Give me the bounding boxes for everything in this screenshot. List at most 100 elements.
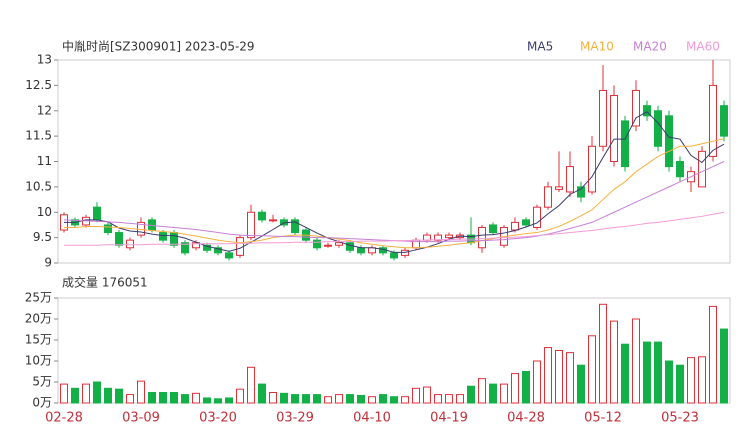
volume-bar [555, 350, 563, 404]
candle-body [533, 206, 541, 228]
volume-title: 成交量 176051 [62, 275, 148, 290]
volume-bar [610, 320, 618, 404]
x-tick-label: 04-19 [430, 411, 468, 426]
candle-body [632, 89, 640, 127]
volume-bar [236, 388, 244, 404]
y-tick-label: 12 [37, 103, 52, 117]
candle-body [401, 249, 409, 256]
volume-bar [676, 364, 684, 404]
candle-body [544, 186, 552, 208]
candle-body [93, 206, 101, 221]
volume-bar [104, 387, 112, 404]
x-tick-label: 03-09 [122, 411, 160, 426]
candle-body [247, 211, 255, 239]
volume-bar [577, 364, 585, 404]
volume-bar [643, 341, 651, 404]
volume-bar [269, 392, 277, 404]
candle-body [291, 219, 299, 234]
volume-bar [456, 394, 464, 404]
volume-bar [280, 392, 288, 404]
volume-bar [137, 380, 145, 404]
ma-line [64, 138, 725, 249]
candle-body [555, 186, 563, 190]
legend-label: MA10 [580, 40, 614, 54]
volume-bar [588, 335, 596, 404]
candle-body [258, 211, 266, 221]
y-tick-label: 10.5 [25, 179, 52, 193]
y-tick-label: 13 [37, 53, 52, 67]
volume-bar [544, 347, 552, 404]
y-tick-label: 0万 [32, 396, 52, 410]
volume-bar [687, 357, 695, 404]
candle-body [434, 234, 442, 241]
plot-frame [57, 297, 731, 404]
x-tick-label: 03-29 [276, 411, 314, 426]
volume-bar [203, 397, 211, 404]
candle-body [159, 232, 167, 241]
volume-bar [698, 356, 706, 404]
candle-body [115, 232, 123, 246]
candle-body [566, 166, 574, 193]
candle-body [104, 224, 112, 234]
candle-body [698, 150, 706, 188]
volume-bar [632, 318, 640, 404]
volume-bar [511, 373, 519, 404]
volume-bar [500, 383, 508, 404]
candle-body [445, 234, 453, 239]
volume-bar [60, 383, 68, 404]
candle-body [170, 232, 178, 246]
volume-bar [181, 394, 189, 404]
volume-bar [434, 394, 442, 404]
volume-bar [192, 392, 200, 404]
volume-bar [258, 383, 266, 404]
volume-bar [115, 388, 123, 404]
volume-bar [379, 394, 387, 404]
y-tick-label: 10 [37, 205, 52, 219]
y-tick-label: 5万 [32, 375, 52, 389]
volume-bar [71, 387, 79, 404]
candle-body [313, 239, 321, 249]
y-tick-label: 11.5 [25, 129, 52, 143]
volume-bar [423, 386, 431, 404]
candle-body [522, 219, 530, 226]
volume-bar [599, 303, 607, 404]
volume-bar [346, 394, 354, 404]
volume-bar [654, 341, 662, 404]
y-tick-label: 20万 [25, 312, 52, 326]
volume-bar [720, 328, 728, 404]
volume-bar [324, 396, 332, 404]
volume-bar [533, 360, 541, 404]
volume-bar [401, 396, 409, 404]
x-tick-label: 04-28 [507, 411, 545, 426]
candle-body [709, 84, 717, 157]
candle-body [324, 244, 332, 247]
candle-body [610, 95, 618, 162]
volume-bar [489, 383, 497, 404]
volume-bar [621, 343, 629, 404]
candle-body [214, 247, 222, 254]
candle-body [181, 242, 189, 254]
candle-body [357, 247, 365, 254]
x-tick-label: 02-28 [45, 411, 83, 426]
volume-bar [566, 352, 574, 404]
legend-label: MA60 [686, 40, 720, 54]
candle-body [621, 120, 629, 168]
legend-label: MA5 [527, 40, 553, 54]
candle-body [225, 252, 233, 259]
volume-bar [93, 381, 101, 404]
volume-bar [225, 397, 233, 404]
volume-bar [412, 387, 420, 404]
volume-bar [313, 394, 321, 404]
candle-body [423, 234, 431, 241]
candle-body [665, 115, 673, 168]
candle-body [203, 244, 211, 251]
candle-body [489, 224, 497, 234]
volume-bar [357, 394, 365, 404]
x-tick-label: 03-20 [199, 411, 237, 426]
volume-bar [390, 396, 398, 404]
volume-bar [148, 392, 156, 404]
candle-body [720, 105, 728, 137]
candle-body [643, 105, 651, 117]
y-tick-label: 9 [44, 256, 52, 270]
candle-body [577, 186, 585, 198]
